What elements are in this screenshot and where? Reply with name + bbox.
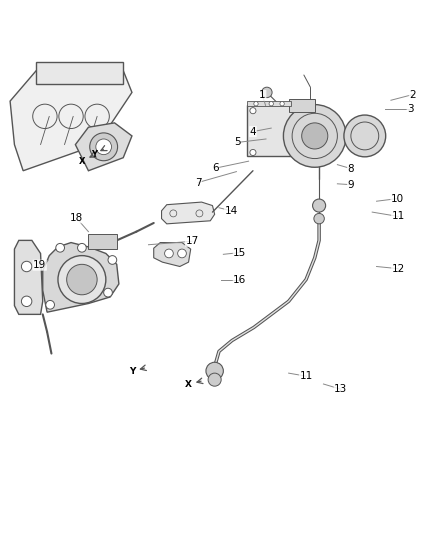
Circle shape xyxy=(46,301,54,309)
Bar xyxy=(247,106,315,156)
Circle shape xyxy=(314,213,324,224)
Text: 6: 6 xyxy=(212,163,219,173)
Circle shape xyxy=(254,102,258,106)
Circle shape xyxy=(302,123,328,149)
Text: 13: 13 xyxy=(334,384,347,394)
Circle shape xyxy=(250,149,256,156)
Polygon shape xyxy=(36,62,123,84)
Circle shape xyxy=(303,108,309,114)
Text: X: X xyxy=(79,157,85,166)
Circle shape xyxy=(280,102,284,106)
Polygon shape xyxy=(14,240,43,314)
Circle shape xyxy=(208,373,221,386)
Circle shape xyxy=(56,244,64,252)
Bar xyxy=(289,99,315,112)
Text: 18: 18 xyxy=(70,213,83,223)
Text: 15: 15 xyxy=(233,247,247,257)
Text: Y: Y xyxy=(91,150,97,159)
Circle shape xyxy=(104,288,113,297)
Text: 11: 11 xyxy=(300,371,313,381)
Polygon shape xyxy=(10,71,132,171)
Circle shape xyxy=(261,87,272,98)
Text: 7: 7 xyxy=(195,177,201,188)
Circle shape xyxy=(269,102,273,106)
Circle shape xyxy=(303,149,309,156)
Circle shape xyxy=(90,133,117,161)
Text: 11: 11 xyxy=(392,212,405,221)
Bar xyxy=(247,101,291,107)
Text: 10: 10 xyxy=(391,193,404,204)
Text: 16: 16 xyxy=(233,276,247,286)
Text: 2: 2 xyxy=(410,90,416,100)
Text: 3: 3 xyxy=(407,104,414,114)
Circle shape xyxy=(165,249,173,258)
Circle shape xyxy=(21,261,32,272)
Text: 1: 1 xyxy=(259,91,266,100)
Text: Y: Y xyxy=(129,367,135,376)
Text: 14: 14 xyxy=(225,206,238,216)
Text: 19: 19 xyxy=(33,260,46,270)
Circle shape xyxy=(250,108,256,114)
Circle shape xyxy=(178,249,186,258)
Circle shape xyxy=(206,362,223,379)
Text: 5: 5 xyxy=(234,138,240,148)
Text: 12: 12 xyxy=(392,264,405,273)
Text: 8: 8 xyxy=(348,164,354,174)
Text: 4: 4 xyxy=(250,126,256,136)
Text: 9: 9 xyxy=(348,180,354,190)
Polygon shape xyxy=(75,123,132,171)
Circle shape xyxy=(58,256,106,303)
Polygon shape xyxy=(154,243,191,266)
Circle shape xyxy=(21,296,32,306)
Circle shape xyxy=(78,244,86,252)
Polygon shape xyxy=(162,202,215,224)
Text: 17: 17 xyxy=(185,236,199,246)
Text: X: X xyxy=(185,381,192,390)
Circle shape xyxy=(344,115,386,157)
Circle shape xyxy=(108,256,117,264)
Bar xyxy=(88,234,117,249)
Circle shape xyxy=(313,199,325,212)
Circle shape xyxy=(96,139,112,155)
Polygon shape xyxy=(43,243,119,312)
Circle shape xyxy=(67,264,97,295)
Circle shape xyxy=(283,104,346,167)
